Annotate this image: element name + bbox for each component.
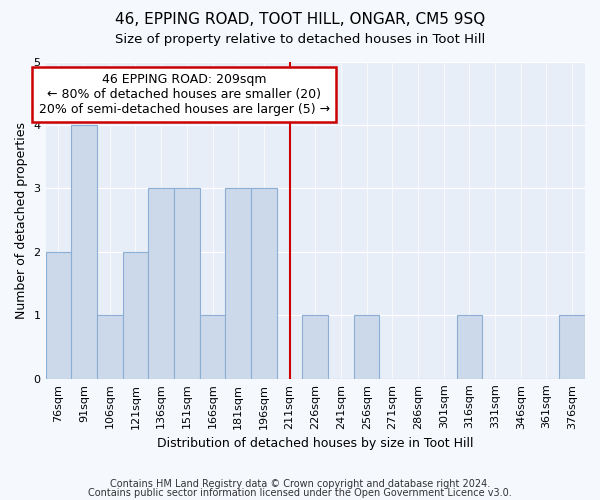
Bar	[46, 252, 71, 379]
Bar	[457, 316, 482, 379]
Bar	[174, 188, 200, 379]
Bar	[200, 316, 226, 379]
Bar	[251, 188, 277, 379]
Bar	[302, 316, 328, 379]
Text: Contains public sector information licensed under the Open Government Licence v3: Contains public sector information licen…	[88, 488, 512, 498]
Text: 46, EPPING ROAD, TOOT HILL, ONGAR, CM5 9SQ: 46, EPPING ROAD, TOOT HILL, ONGAR, CM5 9…	[115, 12, 485, 28]
Bar	[354, 316, 379, 379]
Bar	[71, 125, 97, 379]
Bar	[122, 252, 148, 379]
X-axis label: Distribution of detached houses by size in Toot Hill: Distribution of detached houses by size …	[157, 437, 473, 450]
Text: 46 EPPING ROAD: 209sqm
← 80% of detached houses are smaller (20)
20% of semi-det: 46 EPPING ROAD: 209sqm ← 80% of detached…	[38, 73, 330, 116]
Text: Size of property relative to detached houses in Toot Hill: Size of property relative to detached ho…	[115, 32, 485, 46]
Bar	[97, 316, 122, 379]
Bar	[226, 188, 251, 379]
Bar	[148, 188, 174, 379]
Bar	[559, 316, 585, 379]
Text: Contains HM Land Registry data © Crown copyright and database right 2024.: Contains HM Land Registry data © Crown c…	[110, 479, 490, 489]
Y-axis label: Number of detached properties: Number of detached properties	[15, 122, 28, 318]
